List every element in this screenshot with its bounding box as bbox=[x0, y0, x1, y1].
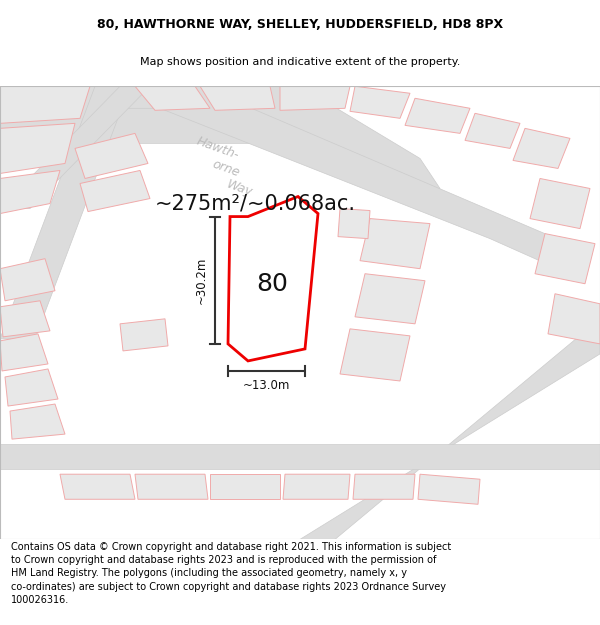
Polygon shape bbox=[210, 474, 280, 499]
Polygon shape bbox=[513, 128, 570, 169]
Polygon shape bbox=[10, 404, 65, 439]
Text: orne: orne bbox=[210, 158, 241, 179]
Polygon shape bbox=[0, 301, 50, 337]
Polygon shape bbox=[228, 196, 318, 361]
Polygon shape bbox=[280, 86, 350, 110]
Text: 80: 80 bbox=[256, 272, 288, 296]
Polygon shape bbox=[0, 123, 75, 174]
Text: Way: Way bbox=[225, 178, 254, 199]
Polygon shape bbox=[535, 234, 595, 284]
Text: 80, HAWTHORNE WAY, SHELLEY, HUDDERSFIELD, HD8 8PX: 80, HAWTHORNE WAY, SHELLEY, HUDDERSFIELD… bbox=[97, 18, 503, 31]
Polygon shape bbox=[0, 444, 600, 469]
Text: ~30.2m: ~30.2m bbox=[194, 256, 208, 304]
Polygon shape bbox=[200, 86, 275, 110]
Text: Hawth-: Hawth- bbox=[195, 134, 241, 162]
Polygon shape bbox=[353, 474, 415, 499]
Polygon shape bbox=[0, 334, 48, 371]
Polygon shape bbox=[300, 319, 600, 539]
Polygon shape bbox=[340, 329, 410, 381]
Polygon shape bbox=[135, 474, 208, 499]
Polygon shape bbox=[5, 369, 58, 406]
Polygon shape bbox=[75, 133, 148, 179]
Polygon shape bbox=[100, 86, 580, 279]
Polygon shape bbox=[0, 171, 60, 214]
Polygon shape bbox=[0, 259, 55, 301]
Polygon shape bbox=[360, 219, 430, 269]
Polygon shape bbox=[135, 86, 210, 110]
Polygon shape bbox=[355, 274, 425, 324]
Polygon shape bbox=[548, 294, 600, 344]
Polygon shape bbox=[80, 171, 150, 211]
Polygon shape bbox=[530, 179, 590, 229]
Text: ~275m²/~0.068ac.: ~275m²/~0.068ac. bbox=[155, 194, 356, 214]
Polygon shape bbox=[0, 86, 90, 123]
Polygon shape bbox=[418, 474, 480, 504]
Text: Map shows position and indicative extent of the property.: Map shows position and indicative extent… bbox=[140, 57, 460, 67]
Polygon shape bbox=[350, 86, 410, 118]
Polygon shape bbox=[465, 113, 520, 148]
Text: ~13.0m: ~13.0m bbox=[243, 379, 290, 392]
Polygon shape bbox=[60, 474, 135, 499]
Polygon shape bbox=[283, 474, 350, 499]
Polygon shape bbox=[0, 86, 440, 209]
Polygon shape bbox=[0, 86, 150, 209]
Polygon shape bbox=[338, 209, 370, 239]
Polygon shape bbox=[405, 98, 470, 133]
Polygon shape bbox=[0, 86, 130, 339]
Text: Contains OS data © Crown copyright and database right 2021. This information is : Contains OS data © Crown copyright and d… bbox=[11, 542, 451, 605]
Polygon shape bbox=[120, 319, 168, 351]
